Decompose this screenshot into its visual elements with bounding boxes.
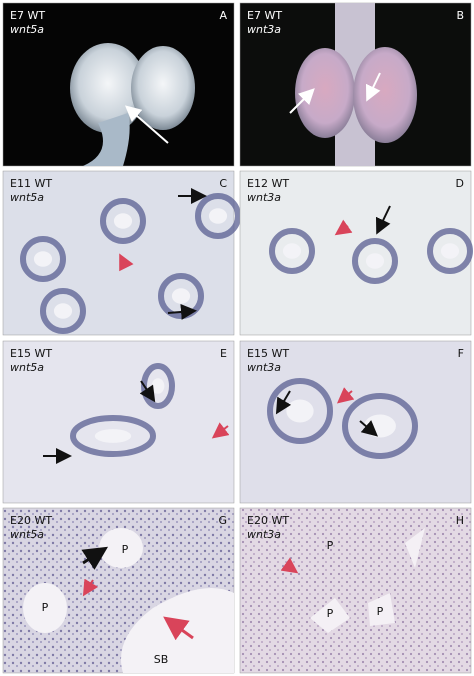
panel-gene: wnt3a [247, 191, 281, 204]
arrow [336, 387, 355, 404]
tissue-ring [427, 228, 473, 274]
arrow [163, 616, 194, 641]
panel-stage: E7 WT [10, 9, 45, 22]
arrow [167, 303, 197, 320]
panel-letter: C [219, 177, 227, 190]
arrow [375, 205, 391, 235]
panel-stage: E7 WT [247, 9, 282, 22]
tissue-ring [100, 198, 146, 244]
arrow [359, 420, 379, 437]
panel-letter: D [456, 177, 464, 190]
lumen [94, 429, 132, 443]
lumen [405, 528, 425, 568]
lumen [282, 243, 302, 259]
panel-stage: E20 WT [10, 514, 52, 527]
tissue-ring [267, 378, 333, 444]
lumen [53, 303, 73, 319]
panel-image [2, 340, 235, 504]
panel-letter: A [219, 9, 227, 22]
arrow [280, 557, 299, 574]
arrow [289, 88, 315, 114]
panel-gene: wnt5a [10, 191, 44, 204]
panel-gene: wnt5a [10, 361, 44, 374]
stalk [83, 113, 130, 166]
region-label: P [377, 605, 384, 618]
panel-gene: wnt5a [10, 528, 44, 541]
panel-gene: wnt5a [10, 23, 44, 36]
lumen [171, 288, 191, 304]
tissue-ring [20, 236, 66, 282]
lumen [286, 399, 314, 423]
organ [131, 46, 195, 130]
tissue-ring [269, 228, 315, 274]
panel-stage: E15 WT [10, 347, 52, 360]
panel-gene: wnt3a [247, 361, 281, 374]
lumen [368, 593, 395, 626]
arrow [124, 105, 169, 144]
tissue-ring [195, 193, 241, 239]
arrow [139, 380, 156, 403]
tissue-ring [40, 288, 86, 334]
lumen [113, 213, 133, 229]
panel-letter: B [456, 9, 464, 22]
region-label: P [42, 601, 49, 614]
lumen [310, 598, 350, 633]
lumen [208, 208, 228, 224]
region-label: SB [154, 653, 169, 666]
panel-letter: F [458, 347, 464, 360]
panel-stage: E15 WT [247, 347, 289, 360]
panel-stage: E12 WT [247, 177, 289, 190]
arrow [81, 546, 109, 570]
panel-letter: H [456, 514, 464, 527]
lumen [23, 583, 67, 633]
tissue-ring [70, 415, 156, 457]
panel-stage: E11 WT [10, 177, 52, 190]
arrow [275, 390, 292, 415]
lumen [151, 378, 165, 394]
region-label: P [122, 543, 129, 556]
panel-image [239, 340, 472, 504]
arrow [82, 578, 99, 597]
lumen [440, 243, 460, 259]
lumen [99, 528, 143, 568]
organ [353, 47, 417, 143]
arrow [211, 422, 230, 439]
lumen [364, 414, 396, 438]
panel-image [239, 507, 472, 674]
panel-letter: E [220, 347, 227, 360]
lumen [33, 251, 53, 267]
tissue-ring [352, 238, 398, 284]
panel-gene: wnt3a [247, 23, 281, 36]
lumen [365, 253, 385, 269]
panel-gene: wnt3a [247, 528, 281, 541]
region-label: P [327, 539, 334, 552]
arrow [365, 72, 381, 102]
panel-stage: E20 WT [247, 514, 289, 527]
arrow [119, 253, 134, 272]
panel-letter: G [218, 514, 227, 527]
tissue-ring [342, 393, 418, 459]
region-label: P [327, 607, 334, 620]
arrow [334, 219, 353, 236]
organ [295, 48, 355, 138]
